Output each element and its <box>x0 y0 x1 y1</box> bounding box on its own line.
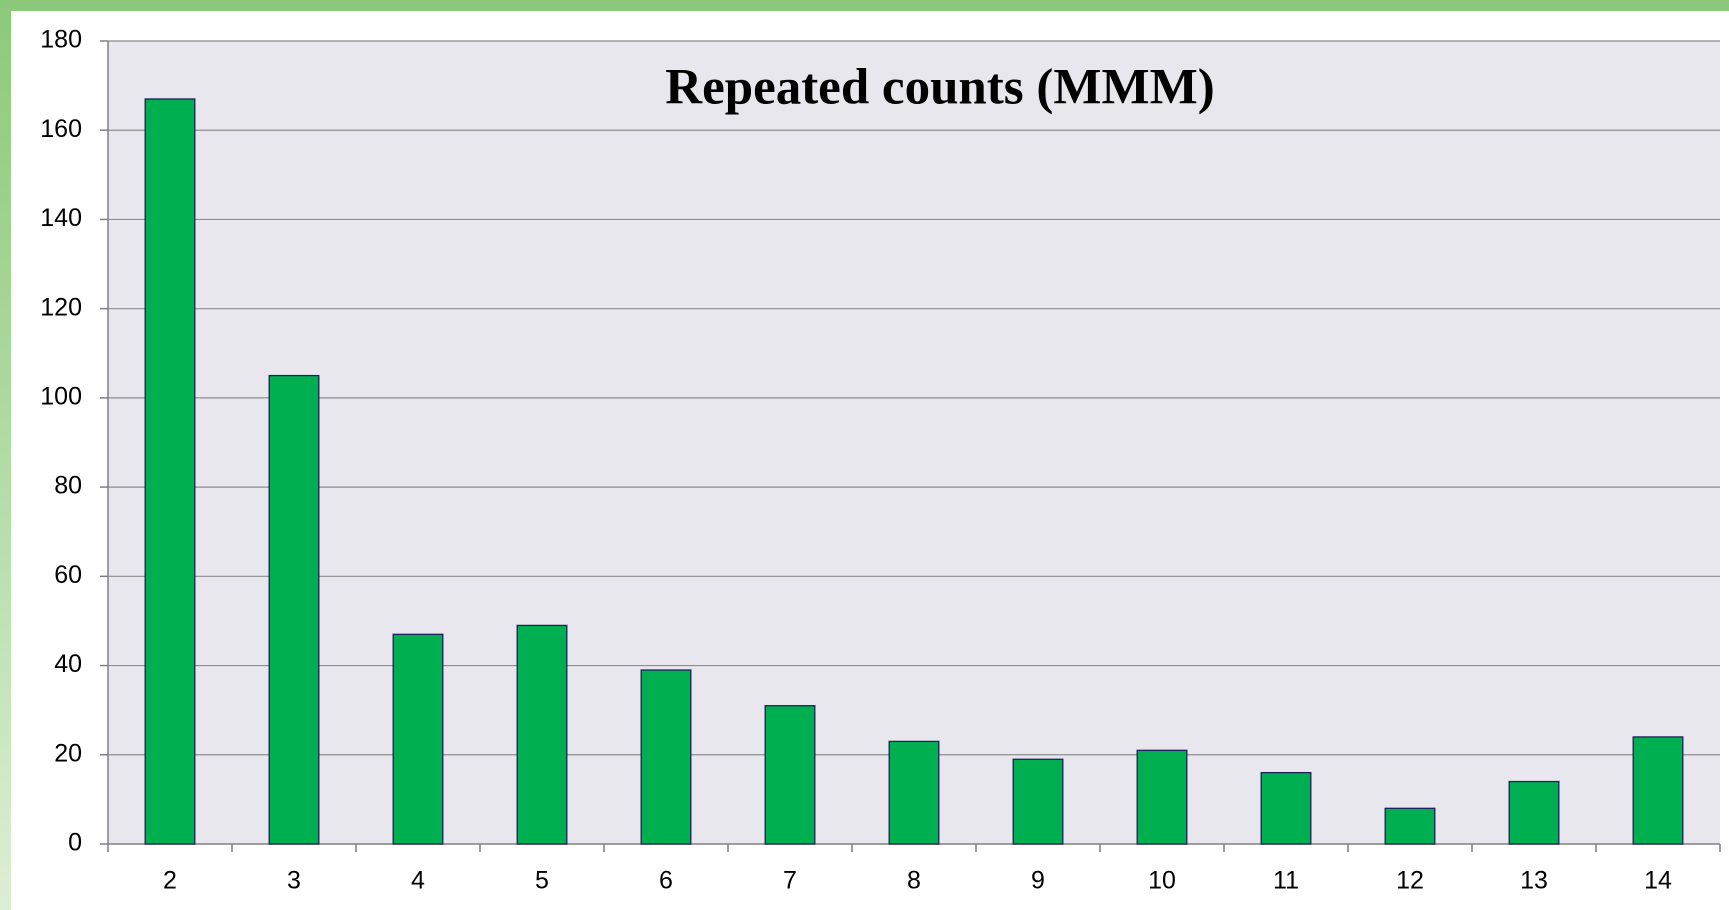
bar <box>1260 771 1312 845</box>
y-tick-label: 0 <box>68 829 82 857</box>
x-tick-label: 7 <box>783 867 797 895</box>
bar <box>516 624 568 845</box>
x-tick-label: 12 <box>1396 867 1424 895</box>
bar <box>888 740 940 845</box>
y-tick-label: 60 <box>54 561 82 589</box>
y-tick-label: 120 <box>40 293 82 321</box>
x-tick-label: 10 <box>1148 867 1176 895</box>
chart-title: Repeated counts (MMM) <box>665 60 1215 116</box>
bar <box>640 669 692 845</box>
y-tick-label: 180 <box>40 26 82 54</box>
x-tick-label: 5 <box>535 867 549 895</box>
x-tick-label: 4 <box>411 867 425 895</box>
bar <box>1632 736 1684 845</box>
x-tick-label: 11 <box>1273 867 1299 895</box>
bar <box>392 633 444 845</box>
bar <box>1136 749 1188 845</box>
x-tick-label: 3 <box>287 867 301 895</box>
bar <box>764 705 816 845</box>
y-tick-label: 40 <box>54 650 82 678</box>
bar <box>1012 758 1064 845</box>
plot-area <box>108 41 1720 844</box>
x-tick-label: 13 <box>1520 867 1548 895</box>
bar <box>144 98 196 845</box>
y-tick-label: 20 <box>54 739 82 767</box>
x-tick-label: 9 <box>1031 867 1045 895</box>
y-tick-label: 80 <box>54 472 82 500</box>
x-tick-label: 2 <box>163 867 177 895</box>
bar <box>268 374 320 845</box>
bar <box>1384 807 1436 845</box>
x-tick-label: 14 <box>1644 867 1672 895</box>
y-tick-label: 140 <box>40 204 82 232</box>
x-tick-label: 6 <box>659 867 673 895</box>
y-tick-label: 160 <box>40 115 82 143</box>
x-tick-label: 8 <box>907 867 921 895</box>
bar <box>1508 780 1560 845</box>
y-tick-label: 100 <box>40 382 82 410</box>
